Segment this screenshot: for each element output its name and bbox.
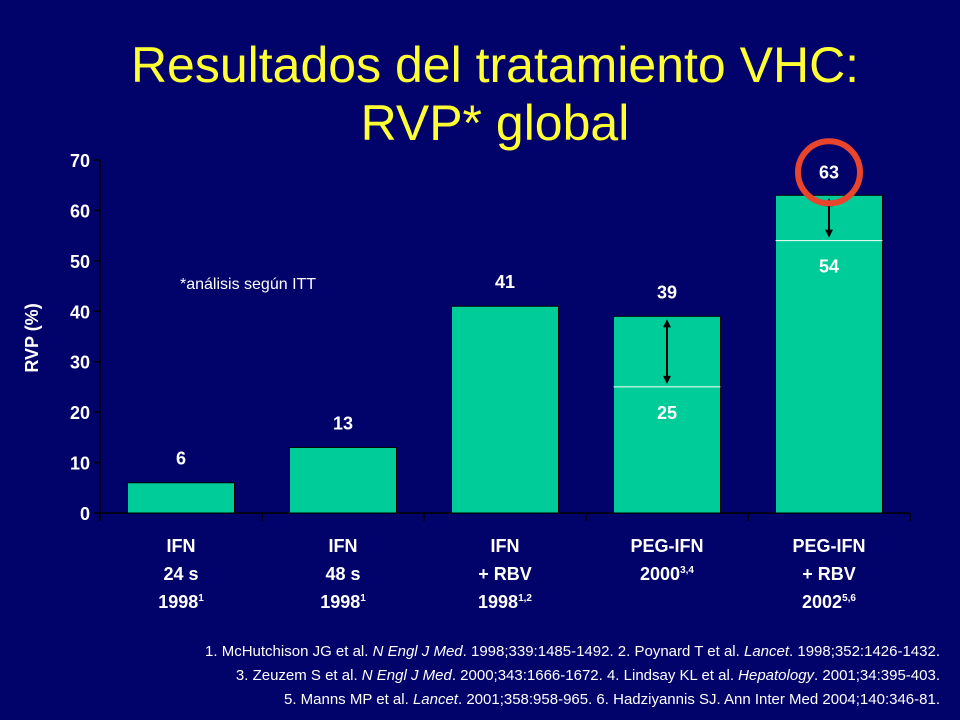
reference-text-run: 1. McHutchison JG et al.	[205, 643, 373, 660]
bar	[451, 305, 559, 514]
category-label-line: 20025,6	[802, 592, 856, 612]
reference-text-run: Hepatology	[738, 667, 815, 684]
category-label-text: PEG-IFN	[792, 536, 865, 556]
data-label: 39	[657, 282, 677, 302]
category-label-superscript: 5,6	[842, 593, 856, 604]
category-label-line: IFN	[167, 536, 196, 556]
bar	[775, 194, 883, 514]
y-axis-label: RVP (%)	[22, 303, 42, 372]
category-label-text: PEG-IFN	[630, 536, 703, 556]
category-label-superscript: 3,4	[680, 565, 694, 576]
category-label-line: 19981	[158, 592, 204, 612]
category-label-line: IFN	[329, 536, 358, 556]
reference-text-run: N Engl J Med	[372, 643, 463, 660]
category-label-text: 24 s	[163, 564, 198, 584]
category-label-line: PEG-IFN	[792, 536, 865, 556]
data-label: 6	[176, 449, 186, 469]
reference-text-run: . 1998;339:1485-1492. 2. Poynard T et al…	[462, 643, 744, 660]
category-label-line: 20003,4	[640, 564, 694, 584]
category-label-line: + RBV	[478, 564, 532, 584]
title-line-2: RVP* global	[360, 95, 630, 151]
reference-text-run: . 2001;358:958-965. 6. Hadziyannis SJ. A…	[457, 691, 940, 708]
category-label-text: IFN	[329, 536, 358, 556]
bar	[289, 446, 397, 514]
chart-bars	[127, 194, 883, 514]
category-label-text: + RBV	[802, 564, 856, 584]
category-label-text: 2000	[640, 564, 680, 584]
data-label: 13	[333, 413, 353, 433]
itt-note: *análisis según ITT	[180, 276, 316, 293]
category-label-superscript: 1	[360, 593, 366, 604]
category-label-text: IFN	[491, 536, 520, 556]
data-label: 63	[819, 162, 839, 182]
data-label: 41	[495, 272, 515, 292]
category-label-line: IFN	[491, 536, 520, 556]
category-label-line: + RBV	[802, 564, 856, 584]
category-label-superscript: 1,2	[518, 593, 532, 604]
reference-text-run: Lancet	[412, 691, 458, 708]
reference-text-run: 5. Manns MP et al.	[283, 691, 413, 708]
y-tick-label: 40	[70, 302, 90, 322]
category-label-text: 1998	[478, 592, 518, 612]
reference-text-run: N Engl J Med	[361, 667, 452, 684]
reference-line-1: 1. McHutchison JG et al. N Engl J Med. 1…	[10, 640, 940, 664]
reference-line-3: 5. Manns MP et al. Lancet. 2001;358:958-…	[10, 688, 940, 712]
arrow-head-up	[663, 319, 671, 328]
reference-line-2: 3. Zeuzem S et al. N Engl J Med. 2000;34…	[10, 664, 940, 688]
reference-text-run: . 1998;352:1426-1432.	[789, 643, 940, 660]
y-tick-label: 20	[70, 403, 90, 423]
y-tick-label: 70	[70, 151, 90, 171]
category-label-text: 1998	[158, 592, 198, 612]
category-label-text: 48 s	[325, 564, 360, 584]
category-label-line: 24 s	[163, 564, 198, 584]
highlight-circle	[795, 138, 863, 207]
category-label-line: 19981	[320, 592, 366, 612]
y-tick-label: 0	[80, 504, 90, 524]
category-label-text: 2002	[802, 592, 842, 612]
inner-value-label: 25	[657, 403, 677, 423]
arrow-head-down	[825, 229, 833, 238]
bar	[127, 482, 235, 514]
y-tick-label: 30	[70, 353, 90, 373]
inner-value-label: 54	[819, 257, 839, 277]
reference-text-run: Lancet	[743, 643, 790, 660]
reference-text-run: . 2001;34:395-403.	[814, 667, 940, 684]
category-label-text: + RBV	[478, 564, 532, 584]
category-label-text: IFN	[167, 536, 196, 556]
reference-text-run: 3. Zeuzem S et al.	[235, 667, 362, 684]
y-tick-label: 50	[70, 252, 90, 272]
reference-text-run: . 2000;343:1666-1672. 4. Lindsay KL et a…	[451, 667, 739, 684]
page-title: Resultados del tratamiento VHC: RVP* glo…	[0, 36, 960, 152]
references: 1. McHutchison JG et al. N Engl J Med. 1…	[10, 640, 940, 712]
chart-axes: 0 10 20 30 40 50 60 70	[70, 151, 911, 524]
y-tick-label: 10	[70, 454, 90, 474]
arrow-head-down	[663, 375, 671, 384]
category-label-text: 1998	[320, 592, 360, 612]
y-tick-label: 60	[70, 201, 90, 221]
category-label-line: PEG-IFN	[630, 536, 703, 556]
category-label-line: 19981,2	[478, 592, 532, 612]
category-label-line: 48 s	[325, 564, 360, 584]
category-label-superscript: 1	[198, 593, 204, 604]
title-line-1: Resultados del tratamiento VHC:	[130, 37, 860, 93]
